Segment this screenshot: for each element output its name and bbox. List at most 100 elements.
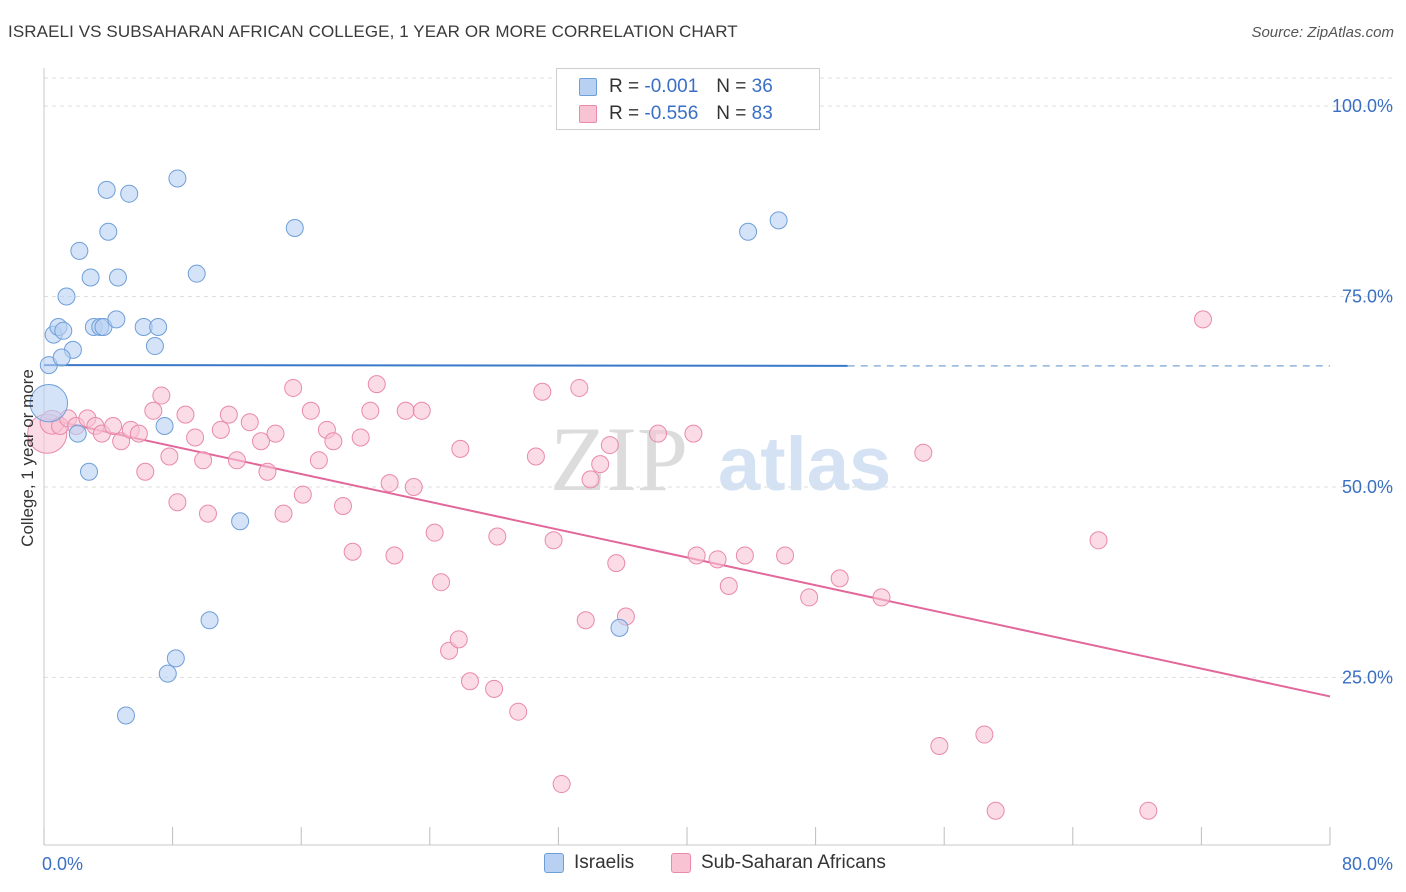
point-subsaharan-72	[800, 588, 819, 607]
point-subsaharan-48	[451, 439, 470, 458]
point-subsaharan-57	[552, 775, 571, 794]
y-tick-label-2: 75.0%	[1342, 287, 1393, 307]
y-tick-label-1: 50.0%	[1342, 477, 1393, 497]
point-subsaharan-81	[1194, 310, 1213, 329]
point-israelis-25	[187, 264, 206, 283]
tick-labels: 25.0% 50.0% 75.0% 100.0% 0.0% 80.0% College, 1…	[18, 96, 1393, 874]
legend-r-value-subsaharan: -0.556	[644, 103, 699, 124]
point-subsaharan-78	[986, 801, 1005, 820]
point-subsaharan-71	[776, 546, 795, 565]
legend-n-value-subsaharan: 83	[751, 103, 773, 124]
x-tick-label-1: 80.0%	[1342, 854, 1393, 874]
point-subsaharan-66	[684, 424, 703, 443]
legend-row-subsaharan: R = -0.556 N = 83	[579, 102, 773, 126]
point-subsaharan-13	[144, 401, 163, 420]
point-subsaharan-54	[526, 447, 545, 466]
bottom-legend-subsaharan: Sub-Saharan Africans	[671, 852, 886, 874]
point-subsaharan-68	[708, 550, 727, 569]
point-subsaharan-70	[735, 546, 754, 565]
point-israelis-31	[285, 218, 304, 237]
point-subsaharan-80	[1139, 801, 1158, 820]
point-subsaharan-67	[687, 546, 706, 565]
point-subsaharan-31	[301, 401, 320, 420]
point-subsaharan-24	[240, 413, 259, 432]
point-subsaharan-17	[176, 405, 195, 424]
point-israelis-0	[29, 383, 69, 423]
point-subsaharan-22	[219, 405, 238, 424]
watermark-zip: ZIP	[550, 408, 688, 510]
point-subsaharan-16	[168, 493, 187, 512]
point-subsaharan-76	[930, 736, 949, 755]
point-subsaharan-35	[333, 497, 352, 516]
point-subsaharan-27	[266, 424, 285, 443]
point-israelis-17	[107, 310, 126, 329]
point-israelis-19	[120, 184, 139, 203]
point-subsaharan-73	[830, 569, 849, 588]
point-subsaharan-32	[309, 451, 328, 470]
trend-line-israelis-solid	[43, 364, 848, 367]
point-subsaharan-15	[160, 447, 179, 466]
point-subsaharan-62	[600, 436, 619, 455]
source-credit: Source: ZipAtlas.com	[1251, 24, 1394, 41]
point-subsaharan-58	[570, 378, 589, 397]
legend-row-israelis: R = -0.001 N = 36	[579, 75, 773, 99]
point-subsaharan-25	[252, 432, 271, 451]
y-tick-label-3: 100.0%	[1332, 96, 1393, 116]
point-subsaharan-28	[274, 504, 293, 523]
point-subsaharan-42	[396, 401, 415, 420]
point-subsaharan-40	[380, 474, 399, 493]
point-israelis-21	[145, 337, 164, 356]
point-subsaharan-63	[607, 554, 626, 573]
point-subsaharan-60	[581, 470, 600, 489]
point-subsaharan-12	[136, 462, 155, 481]
bottom-legend-swatch-pink	[671, 853, 691, 873]
point-subsaharan-26	[258, 462, 277, 481]
point-israelis-29	[200, 611, 219, 630]
trend-lines	[43, 364, 1331, 698]
point-israelis-24	[168, 169, 187, 188]
y-tick-label-0: 25.0%	[1342, 667, 1393, 687]
point-israelis-8	[70, 241, 89, 260]
y-axis-label: College, 1 year or more	[18, 369, 37, 547]
point-israelis-32	[610, 618, 629, 637]
point-subsaharan-38	[361, 401, 380, 420]
point-subsaharan-19	[194, 451, 213, 470]
point-subsaharan-77	[975, 725, 994, 744]
bottom-legend-label-subsaharan: Sub-Saharan Africans	[701, 852, 886, 873]
point-israelis-23	[155, 417, 174, 436]
point-israelis-18	[108, 268, 127, 287]
point-subsaharan-18	[186, 428, 205, 447]
point-israelis-5	[57, 287, 76, 306]
legend-n-value-israelis: 36	[751, 76, 773, 97]
axes	[43, 68, 1331, 846]
gridlines	[44, 77, 1392, 678]
point-subsaharan-69	[719, 577, 738, 595]
bottom-legend-israelis: Israelis	[544, 852, 634, 874]
point-subsaharan-51	[485, 679, 504, 698]
correlation-legend: R = -0.001 N = 36 R = -0.556 N = 83	[556, 68, 820, 130]
point-subsaharan-56	[544, 531, 563, 550]
point-israelis-22	[149, 318, 168, 336]
point-israelis-30	[231, 512, 250, 531]
point-israelis-4	[54, 321, 73, 340]
point-subsaharan-44	[412, 401, 431, 420]
point-subsaharan-59	[576, 611, 595, 630]
point-israelis-33	[739, 222, 758, 241]
point-israelis-15	[97, 180, 116, 199]
point-subsaharan-29	[284, 378, 303, 397]
point-subsaharan-45	[425, 523, 444, 542]
point-subsaharan-49	[449, 630, 468, 649]
point-subsaharan-30	[293, 485, 312, 504]
point-subsaharan-74	[872, 588, 891, 607]
trend-line-subsaharan	[43, 417, 1331, 698]
legend-swatch-pink	[579, 105, 597, 123]
point-subsaharan-20	[198, 504, 217, 523]
bottom-legend-swatch-blue	[544, 853, 564, 873]
point-subsaharan-75	[914, 443, 933, 462]
point-israelis-11	[80, 462, 99, 481]
legend-r-label: R =	[609, 103, 640, 124]
point-israelis-34	[769, 211, 788, 230]
legend-n-label: N =	[716, 103, 747, 124]
chart-title: ISRAELI VS SUBSAHARAN AFRICAN COLLEGE, 1…	[8, 22, 738, 41]
point-subsaharan-34	[324, 432, 343, 451]
